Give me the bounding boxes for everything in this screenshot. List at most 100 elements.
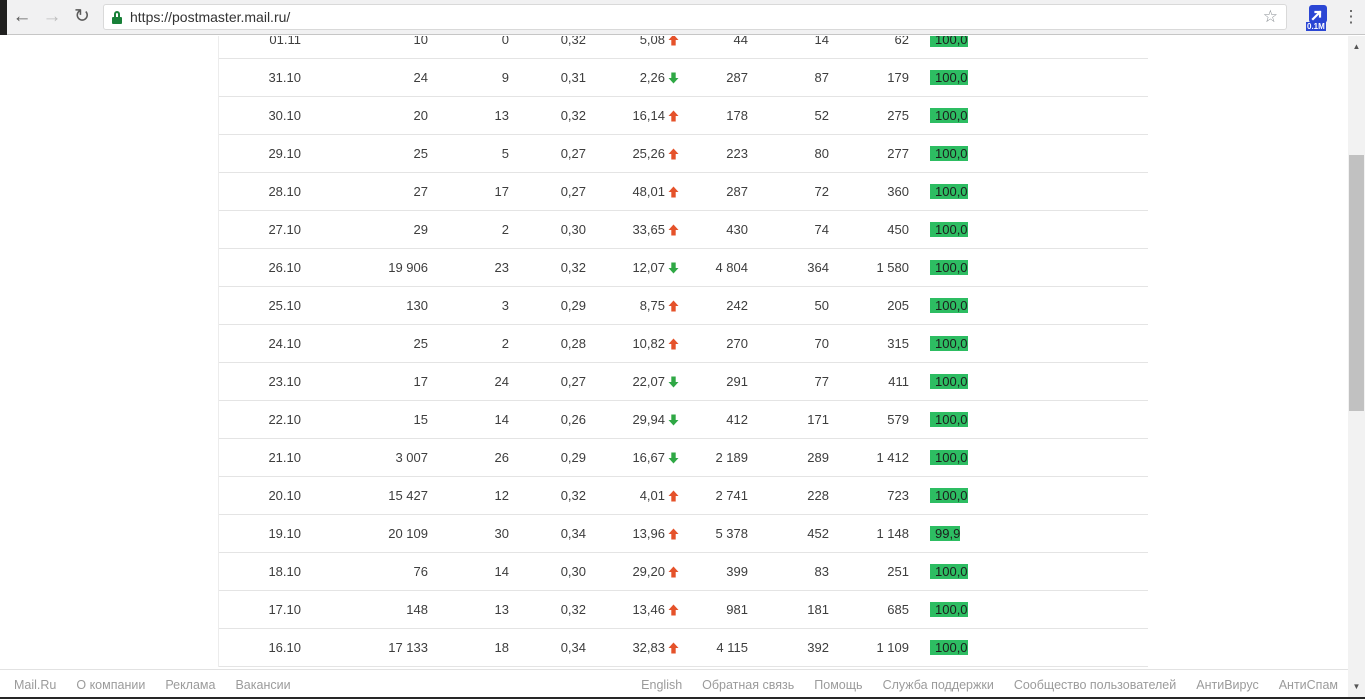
- trend-arrow-icon: [668, 224, 679, 235]
- rate-bar-track: 99,9: [930, 524, 1130, 544]
- value-cell: 452: [807, 526, 829, 541]
- footer-link-jobs[interactable]: Вакансии: [235, 677, 291, 692]
- delta-cell: 22,07: [586, 374, 679, 389]
- value-cell: 5: [501, 146, 509, 161]
- delta-cell: 2,26: [586, 70, 679, 85]
- value-cell: 17: [494, 184, 509, 199]
- footer-link-mailru[interactable]: Mail.Ru: [14, 677, 57, 692]
- scrollbar-down-icon[interactable]: ▼: [1352, 682, 1361, 691]
- value-cell: 1 412: [876, 450, 909, 465]
- table-row: 31.10 24 9 0,31 2,26 287 87 179 100,0: [219, 59, 1148, 97]
- trend-arrow-icon: [668, 262, 679, 273]
- value-cell: 179: [887, 70, 909, 85]
- value-cell: 315: [887, 336, 909, 351]
- rate-bar-track: 100,0: [930, 600, 1130, 620]
- rate-bar-track: 100,0: [930, 258, 1130, 278]
- page-scrollbar[interactable]: ▲ ▼: [1348, 36, 1365, 699]
- extension-icon[interactable]: 0.1M: [1305, 2, 1331, 32]
- value-cell: 0,27: [560, 374, 586, 389]
- value-cell: 270: [726, 336, 748, 351]
- rate-bar: 100,0: [930, 449, 968, 465]
- rate-value: 100,0: [935, 563, 968, 579]
- window-edge: [0, 0, 7, 35]
- value-cell: 130: [406, 298, 428, 313]
- footer-link-help[interactable]: Помощь: [814, 677, 863, 692]
- date-cell: 30.10: [268, 108, 301, 123]
- rate-bar: 100,0: [930, 411, 968, 427]
- value-cell: 287: [726, 70, 748, 85]
- footer-link-antivirus[interactable]: АнтиВирус: [1196, 677, 1259, 692]
- url-text[interactable]: https://postmaster.mail.ru/: [130, 9, 291, 25]
- delta-value: 29,20: [632, 564, 665, 579]
- value-cell: 62: [894, 36, 909, 47]
- table-row: 30.10 20 13 0,32 16,14 178 52 275 100,0: [219, 97, 1148, 135]
- rate-bar-track: 100,0: [930, 182, 1130, 202]
- date-cell: 28.10: [268, 184, 301, 199]
- bookmark-star-icon[interactable]: ☆: [1262, 7, 1278, 26]
- delta-cell: 29,20: [586, 564, 679, 579]
- value-cell: 981: [726, 602, 748, 617]
- value-cell: 2: [501, 222, 509, 237]
- delta-cell: 10,82: [586, 336, 679, 351]
- value-cell: 20: [413, 108, 428, 123]
- date-cell: 20.10: [268, 488, 301, 503]
- rate-bar: 100,0: [930, 145, 968, 161]
- value-cell: 430: [726, 222, 748, 237]
- value-cell: 251: [887, 564, 909, 579]
- date-cell: 17.10: [268, 602, 301, 617]
- delta-value: 8,75: [639, 298, 665, 313]
- footer-link-feedback[interactable]: Обратная связь: [702, 677, 795, 692]
- delta-value: 16,14: [632, 108, 665, 123]
- footer-link-english[interactable]: English: [641, 677, 683, 692]
- footer-link-support[interactable]: Служба поддержки: [882, 677, 994, 692]
- footer-link-antispam[interactable]: АнтиСпам: [1278, 677, 1338, 692]
- back-button[interactable]: ←: [7, 2, 37, 32]
- value-cell: 9: [501, 70, 509, 85]
- rate-bar: 100,0: [930, 487, 968, 503]
- value-cell: 19 906: [388, 260, 428, 275]
- rate-value: 100,0: [935, 297, 968, 313]
- value-cell: 0,28: [560, 336, 586, 351]
- delta-value: 32,83: [632, 640, 665, 655]
- value-cell: 228: [807, 488, 829, 503]
- rate-bar-track: 100,0: [930, 144, 1130, 164]
- date-cell: 22.10: [268, 412, 301, 427]
- rate-bar-track: 100,0: [930, 106, 1130, 126]
- rate-bar: 100,0: [930, 639, 968, 655]
- delta-value: 16,67: [632, 450, 665, 465]
- reload-button[interactable]: ↻: [67, 2, 97, 32]
- trend-arrow-icon: [668, 528, 679, 539]
- value-cell: 70: [814, 336, 829, 351]
- date-cell: 21.10: [268, 450, 301, 465]
- date-cell: 24.10: [268, 336, 301, 351]
- scrollbar-up-icon[interactable]: ▲: [1352, 42, 1361, 51]
- delta-cell: 32,83: [586, 640, 679, 655]
- rate-bar: 100,0: [930, 373, 968, 389]
- delta-cell: 4,01: [586, 488, 679, 503]
- delta-value: 22,07: [632, 374, 665, 389]
- footer-link-company[interactable]: О компании: [76, 677, 146, 692]
- rate-bar-track: 100,0: [930, 486, 1130, 506]
- footer-link-ads[interactable]: Реклама: [165, 677, 216, 692]
- footer-link-community[interactable]: Сообщество пользователей: [1013, 677, 1177, 692]
- delta-cell: 29,94: [586, 412, 679, 427]
- value-cell: 275: [887, 108, 909, 123]
- window-bottom-edge: [0, 697, 1365, 699]
- value-cell: 0,34: [560, 526, 586, 541]
- rate-value: 99,9: [935, 525, 961, 541]
- trend-arrow-icon: [668, 186, 679, 197]
- delta-value: 4,01: [639, 488, 665, 503]
- value-cell: 74: [814, 222, 829, 237]
- delta-value: 10,82: [632, 336, 665, 351]
- value-cell: 181: [807, 602, 829, 617]
- forward-button[interactable]: →: [37, 2, 67, 32]
- address-bar[interactable]: https://postmaster.mail.ru/ ☆: [103, 4, 1287, 30]
- date-cell: 31.10: [268, 70, 301, 85]
- browser-menu-button[interactable]: ⋮: [1342, 7, 1360, 26]
- scrollbar-thumb[interactable]: [1349, 155, 1364, 411]
- value-cell: 50: [814, 298, 829, 313]
- rate-bar-track: 100,0: [930, 410, 1130, 430]
- value-cell: 14: [814, 36, 829, 47]
- value-cell: 0,32: [560, 602, 586, 617]
- value-cell: 171: [807, 412, 829, 427]
